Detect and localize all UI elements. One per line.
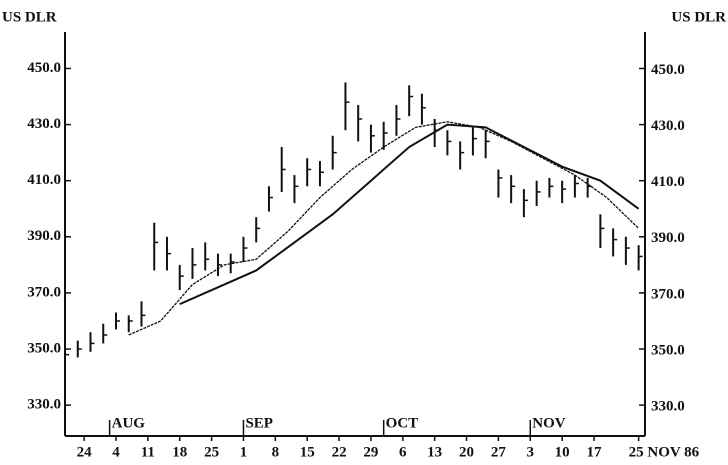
x-tick-label: 25 — [204, 444, 219, 460]
y-tick-label-right: 350.0 — [651, 342, 685, 358]
x-tick-label: 10 — [555, 444, 570, 460]
y-tick-label: 390.0 — [27, 228, 61, 244]
y-axis-title-right: US DLR — [671, 9, 726, 25]
y-tick-label: 350.0 — [27, 340, 61, 356]
month-label: NOV — [532, 415, 566, 431]
month-label: SEP — [245, 415, 273, 431]
y-tick-label-right: 450.0 — [651, 62, 685, 78]
y-tick-label-right: 370.0 — [651, 286, 685, 302]
x-tick-label: 8 — [272, 444, 280, 460]
month-label: AUG — [112, 415, 146, 431]
x-tick-label: 15 — [300, 444, 315, 460]
y-tick-label: 410.0 — [27, 172, 61, 188]
x-tick-label: 11 — [141, 444, 155, 460]
y-tick-label: 450.0 — [27, 60, 61, 76]
x-tick-label: 6 — [399, 444, 407, 460]
x-tick-label: 13 — [427, 444, 442, 460]
x-tick-label: 17 — [587, 444, 603, 460]
y-tick-label: 370.0 — [27, 284, 61, 300]
x-tick-label: 22 — [332, 444, 347, 460]
x-tick-label: 1 — [240, 444, 248, 460]
y-tick-label-right: 390.0 — [651, 230, 685, 246]
month-label: OCT — [386, 415, 419, 431]
moving-average — [179, 123, 640, 306]
y-tick-label: 330.0 — [27, 397, 61, 413]
x-tick-label: 24 — [77, 444, 93, 460]
y-tick-label-right: 410.0 — [651, 174, 685, 190]
x-tick-label: 4 — [112, 444, 120, 460]
y-tick-label-right: 430.0 — [651, 118, 685, 134]
y-tick-label-right: 330.0 — [651, 399, 685, 415]
y-axis-title-left: US DLR — [2, 9, 57, 25]
x-tick-label: 29 — [363, 444, 378, 460]
x-tick-label: 27 — [491, 444, 507, 460]
moving-average — [128, 121, 640, 336]
x-tick-label: 20 — [459, 444, 474, 460]
y-tick-label: 430.0 — [27, 116, 61, 132]
x-tick-label: 25 NOV 86 — [629, 444, 700, 460]
x-tick-label: 18 — [172, 444, 187, 460]
x-tick-label: 3 — [527, 444, 535, 460]
